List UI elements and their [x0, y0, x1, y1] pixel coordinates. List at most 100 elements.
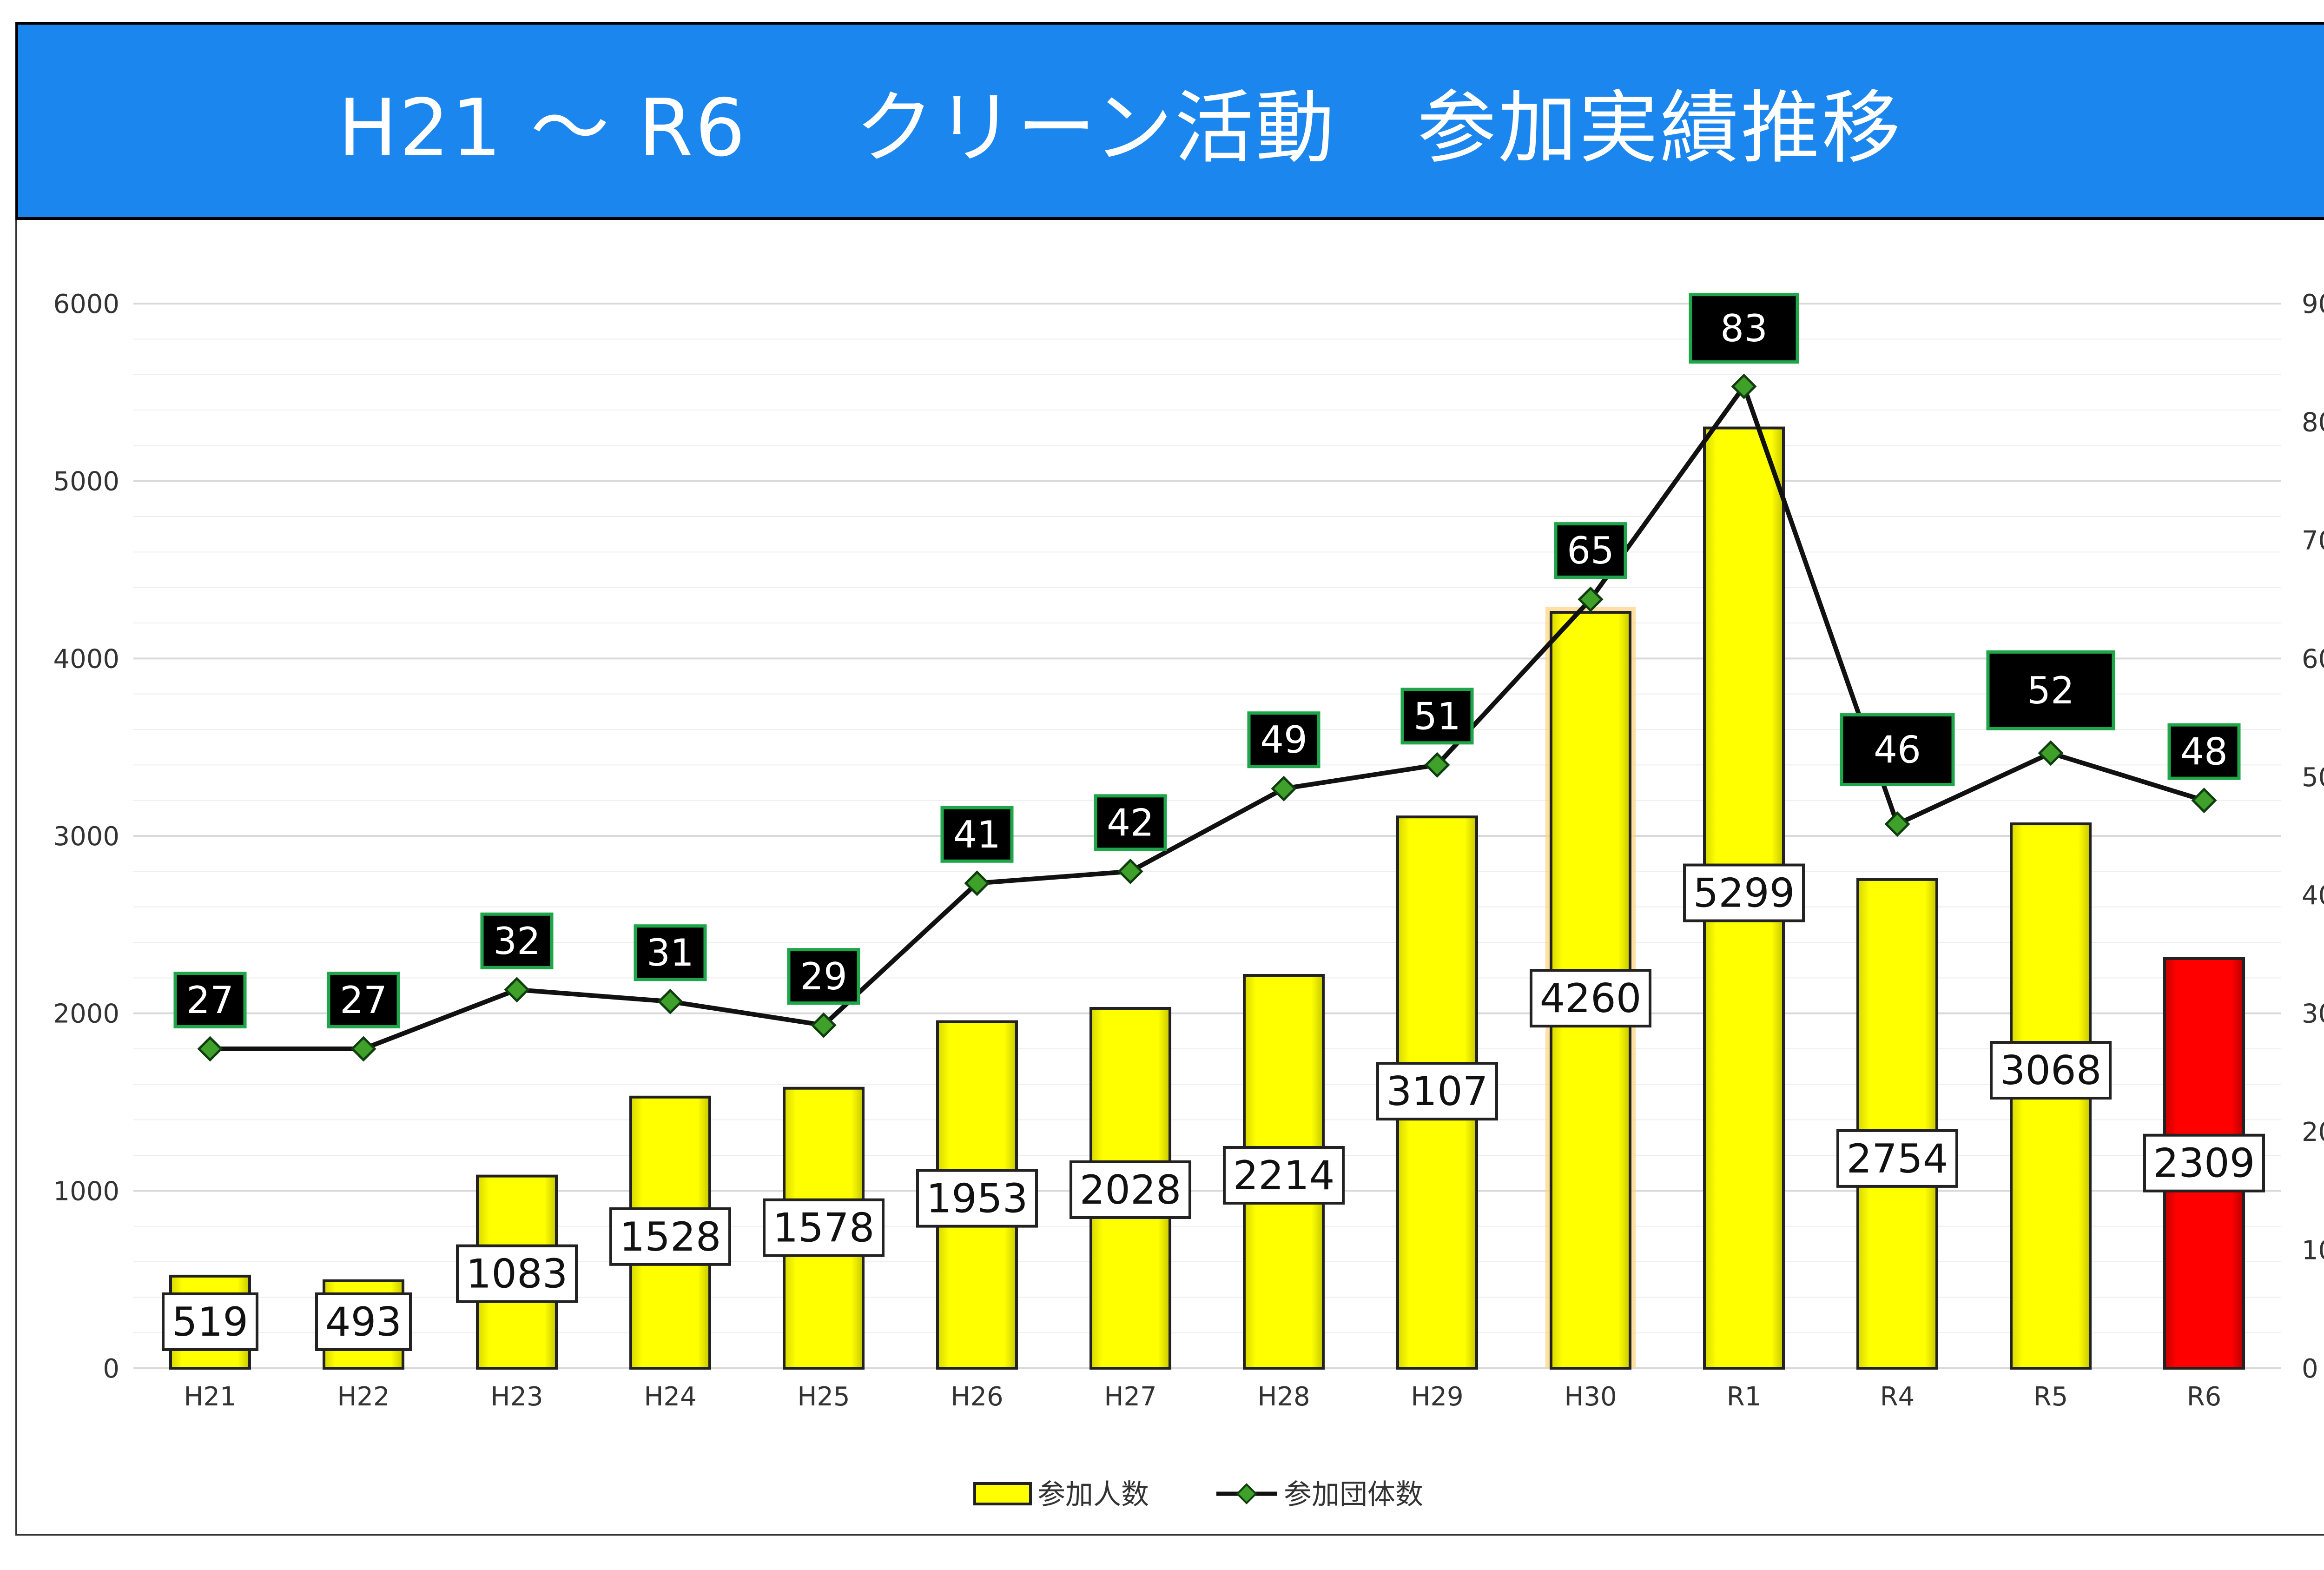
x-tick-label: H25 [797, 1382, 850, 1412]
x-tick-label: H21 [184, 1382, 236, 1412]
bar-data-label-box [162, 1292, 258, 1351]
line-data-label-box [327, 972, 400, 1028]
bar-data-label-box [1530, 969, 1651, 1028]
x-tick-label: H22 [337, 1382, 390, 1412]
bar-data-label: 2214 [1233, 1153, 1335, 1199]
legend-label: 参加団体数 [1284, 1478, 1423, 1511]
line-marker [811, 1012, 837, 1038]
y-right-tick-label: 80 [2302, 407, 2324, 437]
chart-title-banner: H21 ～ R6 クリーン活動 参加実績推移 [15, 22, 2324, 220]
bar-data-label: 2309 [2153, 1140, 2255, 1187]
bar-data-label: 1578 [773, 1205, 875, 1252]
line-marker [2038, 740, 2064, 766]
bar-data-label-box [609, 1207, 731, 1266]
y-right-tick-label: 90 [2302, 289, 2324, 319]
y-left-tick-label: 3000 [53, 821, 119, 852]
y-left-tick-label: 2000 [53, 999, 119, 1029]
line-marker [197, 1036, 223, 1062]
y-left-tick-label: 5000 [53, 467, 119, 497]
bar-data-label: 3107 [1386, 1068, 1488, 1115]
line-data-label-box [1094, 794, 1167, 851]
y-right-tick-label: 60 [2302, 644, 2324, 674]
line-data-label-box [1400, 688, 1474, 745]
bar-data-label: 2754 [1847, 1136, 1948, 1182]
line-marker [1731, 373, 1757, 399]
bar-data-label-box [1683, 863, 1805, 922]
y-right-tick-label: 20 [2302, 1117, 2324, 1147]
line-marker [1884, 811, 1910, 837]
line-data-label: 46 [1874, 729, 1921, 772]
line-data-label-box [1986, 650, 2115, 730]
line-data-label: 49 [1260, 718, 1307, 762]
y-left-tick-label: 4000 [53, 644, 119, 674]
bar-data-label-box [1223, 1146, 1345, 1205]
x-tick-label: H29 [1411, 1382, 1463, 1412]
bar-data-label-box [315, 1292, 412, 1351]
x-tick-label: R5 [2034, 1382, 2068, 1412]
line-data-label: 65 [1567, 529, 1614, 572]
legend-line-marker [1236, 1483, 1257, 1504]
bar-data-label: 4260 [1540, 975, 1642, 1022]
line-data-label: 27 [186, 979, 234, 1022]
line-data-label-box [1840, 713, 1955, 787]
bar-data-label: 1953 [926, 1176, 1028, 1222]
y-left-tick-label: 1000 [53, 1176, 119, 1206]
line-data-label-box [173, 972, 247, 1028]
y-right-tick-label: 30 [2302, 999, 2324, 1029]
bar-data-label-box [1836, 1129, 1958, 1188]
bar-data-label-box [916, 1169, 1038, 1228]
bar-data-label: 493 [325, 1299, 402, 1345]
line-data-label-box [1247, 711, 1320, 768]
bar-data-label: 519 [172, 1299, 248, 1345]
y-right-tick-label: 50 [2302, 762, 2324, 793]
x-tick-label: H24 [644, 1382, 696, 1412]
line-marker [964, 870, 990, 896]
line-data-label: 29 [800, 955, 847, 998]
y-right-tick-label: 70 [2302, 526, 2324, 556]
line-marker [1271, 775, 1297, 802]
y-right-tick-label: 0 [2302, 1354, 2318, 1384]
x-tick-label: R6 [2187, 1382, 2222, 1412]
line-marker [504, 977, 530, 1003]
line-data-label-box [1689, 293, 1799, 364]
line-data-label: 83 [1720, 307, 1768, 350]
line-marker [350, 1036, 376, 1062]
line-data-label-box [940, 806, 1014, 863]
line-data-label-box [480, 912, 554, 969]
line-data-label-box [634, 924, 707, 981]
y-right-tick-label: 40 [2302, 881, 2324, 911]
bar-data-label: 2028 [1080, 1167, 1182, 1213]
line-data-label: 52 [2027, 669, 2074, 712]
legend-bar-swatch [973, 1482, 1032, 1505]
bar-data-label: 1528 [620, 1214, 721, 1260]
x-tick-label: H26 [951, 1382, 1003, 1412]
y-left-tick-label: 0 [103, 1354, 119, 1384]
bar-data-label-box [1070, 1160, 1191, 1219]
x-tick-label: H28 [1257, 1382, 1310, 1412]
line-data-label: 32 [493, 920, 541, 963]
x-tick-label: H27 [1104, 1382, 1156, 1412]
line-marker [2191, 788, 2217, 814]
bar-data-label-box [763, 1198, 885, 1257]
line-data-label: 48 [2180, 730, 2228, 774]
line-data-label: 51 [1413, 695, 1461, 738]
x-tick-label: H30 [1564, 1382, 1617, 1412]
chart-frame: 0 1000 2000 3000 4000 5000 6000 0 10 20 30 40 50 60 70… [15, 220, 2324, 1536]
bar-data-label: 3068 [2000, 1047, 2102, 1094]
line-data-label-box [787, 948, 860, 1005]
x-tick-label: R4 [1880, 1382, 1915, 1412]
line-data-label: 31 [647, 931, 694, 974]
y-right-tick-label: 10 [2302, 1236, 2324, 1266]
combo-chart: 0 1000 2000 3000 4000 5000 6000 0 10 20 30 40 50 60 70… [53, 289, 2324, 1511]
bar-data-label: 1083 [466, 1251, 568, 1298]
chart-title: H21 ～ R6 クリーン活動 参加実績推移 [337, 82, 1903, 174]
line-data-label-box [1554, 522, 1627, 579]
x-tick-label: R1 [1727, 1382, 1762, 1412]
line-data-label-box [2167, 723, 2241, 780]
legend-label: 参加人数 [1037, 1478, 1149, 1511]
bar-data-label-box [456, 1244, 578, 1303]
bar-data-label-box [2143, 1133, 2265, 1192]
line-marker [1424, 752, 1450, 778]
bar-data-label-box [1990, 1041, 2112, 1100]
line-marker [1578, 586, 1604, 612]
